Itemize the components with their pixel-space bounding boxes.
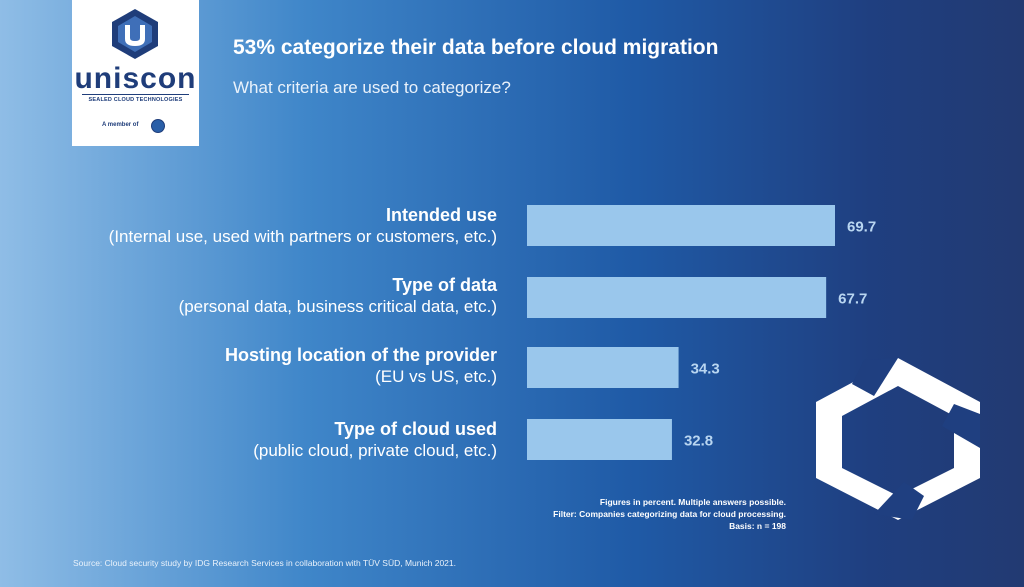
category-label-0: Intended use (Internal use, used with pa… — [109, 205, 497, 248]
category-main: Intended use — [385, 205, 497, 225]
category-detail: (personal data, business critical data, … — [178, 297, 497, 316]
brand-logo: uniscon SEALED CLOUD TECHNOLOGIES A memb… — [72, 0, 199, 146]
bar-value-label-2: 34.3 — [691, 361, 720, 378]
bar-chart: 69.7 67.7 34.3 32.8 — [527, 205, 876, 460]
category-main: Hosting location of the provider — [224, 345, 497, 365]
chart-subtitle: What criteria are used to categorize? — [233, 78, 511, 97]
bar-value-label-1: 67.7 — [838, 291, 867, 308]
category-main: Type of cloud used — [334, 419, 497, 439]
brand-divider — [82, 94, 189, 95]
tuv-seal-icon — [151, 119, 165, 133]
bar-1 — [527, 277, 827, 318]
category-label-1: Type of data (personal data, business cr… — [179, 275, 497, 318]
note-line: Figures in percent. Multiple answers pos… — [599, 497, 786, 507]
category-detail: (EU vs US, etc.) — [375, 367, 497, 386]
bar-value-label-0: 69.7 — [847, 219, 876, 236]
chart-title: 53% categorize their data before cloud m… — [233, 36, 719, 59]
category-main: Type of data — [392, 275, 497, 295]
note-line: Basis: n = 198 — [729, 521, 786, 531]
brand-name: uniscon — [74, 62, 197, 95]
brand-tagline: SEALED CLOUD TECHNOLOGIES — [88, 97, 183, 103]
category-label-3: Type of cloud used (public cloud, privat… — [253, 419, 497, 462]
chart-notes: Figures in percent. Multiple answers pos… — [553, 496, 786, 532]
source-note: Source: Cloud security study by IDG Rese… — [73, 558, 456, 568]
bar-value-label-3: 32.8 — [684, 433, 713, 450]
uniscon-hexagon-icon — [112, 9, 158, 59]
bar-3 — [527, 419, 672, 460]
bar-0 — [527, 205, 835, 246]
member-text: A member of — [102, 122, 139, 128]
note-line: Filter: Companies categorizing data for … — [553, 509, 786, 519]
bar-2 — [527, 347, 679, 388]
category-detail: (Internal use, used with partners or cus… — [108, 227, 497, 246]
large-hexagon-logo-icon — [816, 358, 980, 520]
category-detail: (public cloud, private cloud, etc.) — [253, 441, 497, 460]
category-label-2: Hosting location of the provider (EU vs … — [225, 345, 497, 388]
